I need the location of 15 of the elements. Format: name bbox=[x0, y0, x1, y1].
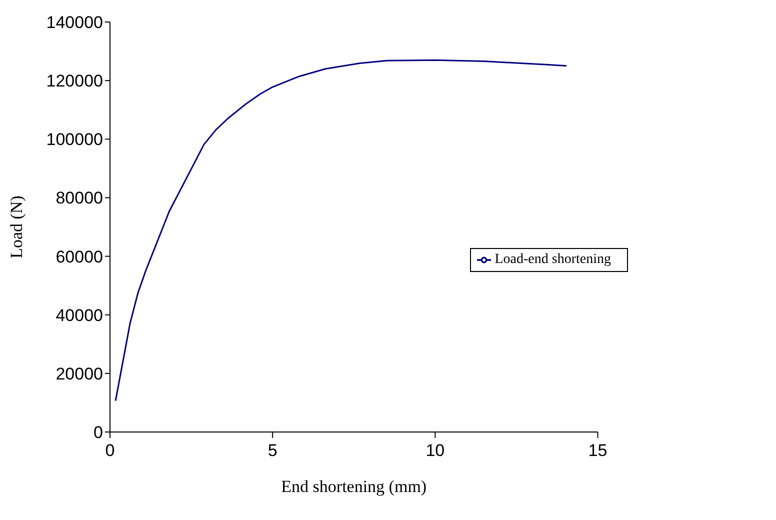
y-axis-title: Load (N) bbox=[7, 196, 26, 258]
x-axis-title: End shortening (mm) bbox=[281, 477, 427, 496]
y-tick-label: 120000 bbox=[46, 72, 103, 91]
y-tick-label: 0 bbox=[94, 423, 103, 442]
x-tick-label: 5 bbox=[268, 441, 278, 460]
y-tick-label: 20000 bbox=[56, 364, 103, 384]
x-tick-label: 0 bbox=[105, 441, 115, 460]
x-tick-label: 10 bbox=[426, 441, 445, 460]
y-tick-label: 60000 bbox=[56, 247, 103, 266]
y-tick-label: 80000 bbox=[56, 188, 103, 208]
y-tick-label: 40000 bbox=[56, 306, 103, 325]
y-tick-label: 140000 bbox=[46, 13, 103, 32]
x-tick-label: 15 bbox=[588, 441, 608, 460]
legend-label: Load-end shortening bbox=[494, 252, 611, 267]
y-tick-label: 100000 bbox=[46, 130, 103, 150]
